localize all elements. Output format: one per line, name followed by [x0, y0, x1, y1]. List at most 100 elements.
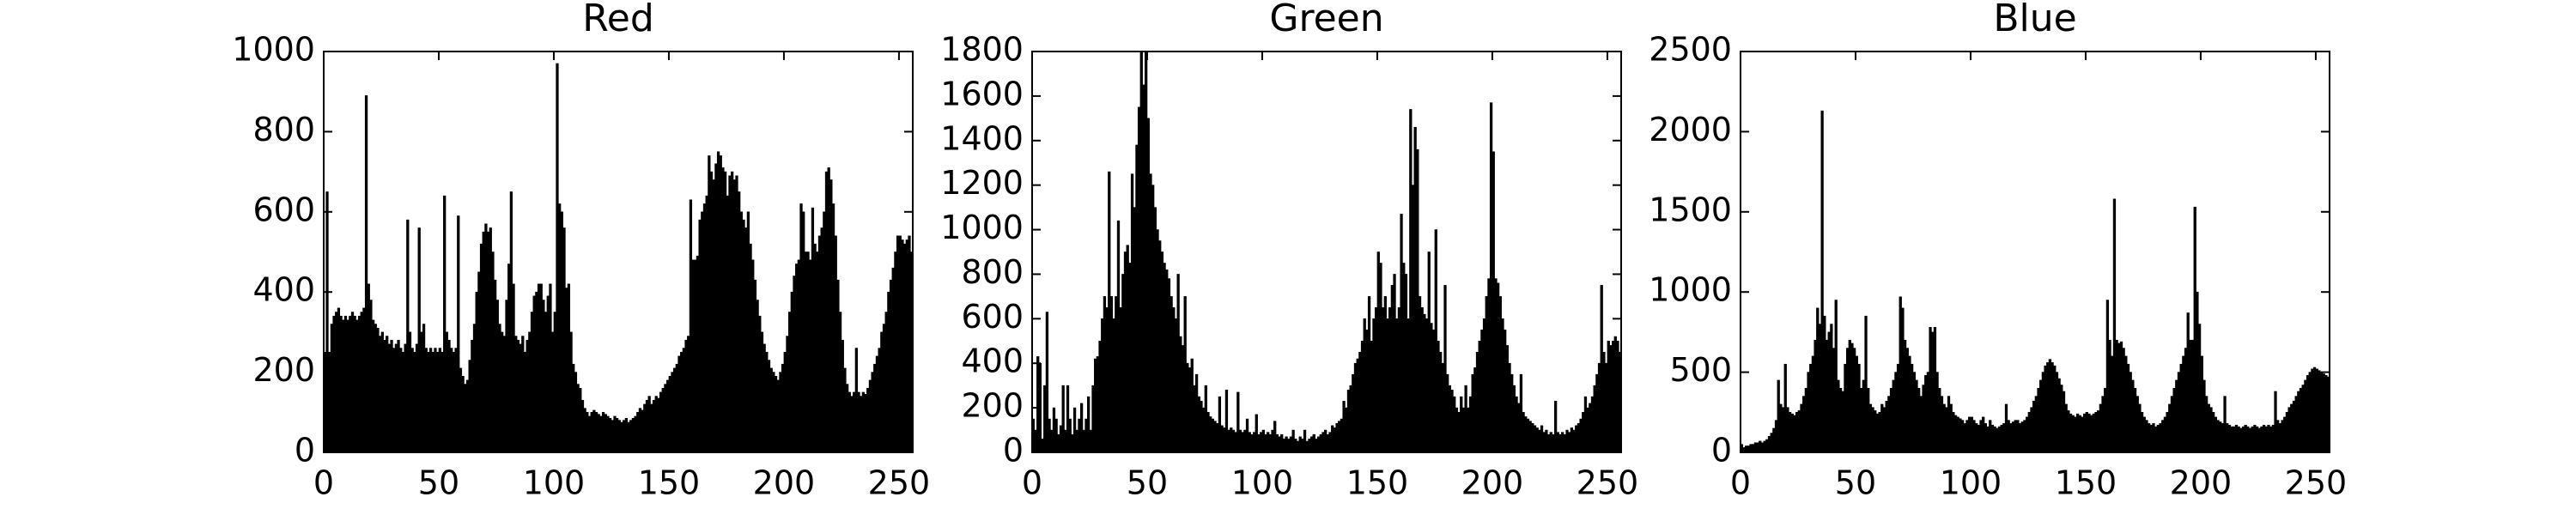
bar: [526, 339, 529, 453]
bar: [1926, 372, 1930, 453]
bar: [1535, 427, 1539, 453]
bar: [875, 355, 879, 453]
bar: [1200, 401, 1203, 453]
bar: [1853, 348, 1856, 453]
bar: [1526, 418, 1530, 453]
bar: [1540, 425, 1544, 453]
bar: [482, 231, 485, 453]
bar: [1430, 323, 1433, 453]
bar: [471, 339, 474, 453]
bar: [1145, 51, 1148, 453]
bar: [1278, 436, 1281, 453]
bar: [1460, 396, 1463, 453]
bar: [1163, 263, 1166, 453]
bar: [896, 235, 900, 453]
bar: [2149, 424, 2153, 453]
bar: [742, 219, 745, 453]
bar: [829, 179, 833, 453]
bar: [726, 195, 729, 453]
bar: [2062, 391, 2066, 453]
bar: [431, 351, 434, 453]
bar: [1841, 391, 1844, 453]
bar: [620, 421, 623, 453]
bar: [2099, 403, 2103, 453]
bar: [1531, 422, 1534, 453]
y-tick-label: 800: [252, 111, 315, 148]
bar: [2246, 426, 2250, 453]
bar: [1613, 336, 1617, 453]
bar: [457, 215, 460, 453]
bar: [1291, 429, 1295, 453]
bar: [2318, 370, 2321, 453]
bar: [2200, 355, 2203, 453]
bar: [1745, 445, 1748, 453]
bar: [1267, 432, 1270, 453]
bar: [1218, 396, 1222, 453]
bar: [2175, 379, 2178, 453]
bar: [415, 343, 419, 453]
bar: [1800, 403, 1803, 453]
bar: [1064, 429, 1067, 453]
bar: [1777, 379, 1780, 453]
bar: [1807, 372, 1810, 453]
bar: [1360, 340, 1364, 453]
bar: [709, 171, 714, 453]
bar: [716, 151, 720, 453]
bar: [841, 339, 844, 453]
bar: [2269, 426, 2273, 453]
bar: [332, 315, 336, 453]
bar: [2053, 365, 2057, 453]
bar: [528, 331, 532, 453]
bar: [1977, 424, 1980, 453]
bar: [1296, 440, 1300, 453]
bar: [399, 348, 403, 453]
bar: [1546, 433, 1551, 453]
bar: [1335, 422, 1339, 453]
bar: [579, 387, 582, 453]
bar: [1372, 318, 1376, 453]
bar: [2260, 426, 2263, 453]
bar: [1450, 390, 1454, 453]
axes-frame: [323, 51, 914, 453]
bar: [489, 227, 492, 453]
bar: [1595, 373, 1599, 453]
bar: [1376, 251, 1380, 453]
bar: [2189, 339, 2192, 453]
bar: [1975, 423, 1978, 453]
bar: [2257, 427, 2261, 453]
bar: [1561, 432, 1564, 453]
bar: [2196, 291, 2199, 453]
bar: [1365, 330, 1369, 453]
bar: [802, 211, 805, 453]
bar: [1098, 340, 1102, 453]
bar: [1230, 427, 1233, 453]
bar: [1116, 220, 1121, 453]
bar: [362, 307, 366, 453]
bar: [1216, 422, 1219, 453]
bar: [811, 207, 815, 453]
bar: [820, 227, 823, 453]
bar: [1910, 363, 1914, 453]
bar: [2014, 420, 2017, 453]
bar: [1565, 429, 1569, 453]
bar: [1845, 348, 1850, 453]
bar: [661, 387, 665, 453]
bar: [1213, 421, 1217, 453]
bar: [590, 411, 593, 453]
bar: [627, 421, 630, 453]
bar: [861, 391, 866, 453]
bar: [422, 324, 426, 453]
bar: [355, 319, 359, 453]
bar: [1508, 362, 1511, 453]
bar: [567, 283, 571, 453]
bar: [2081, 416, 2084, 453]
bar: [1830, 324, 1833, 453]
bar: [1294, 439, 1297, 453]
y-tick-label: 200: [252, 351, 315, 389]
bar: [790, 291, 793, 453]
y-tick-label: 0: [1003, 432, 1024, 470]
bar: [2057, 378, 2061, 453]
bar: [1434, 229, 1437, 453]
bar: [498, 324, 501, 453]
